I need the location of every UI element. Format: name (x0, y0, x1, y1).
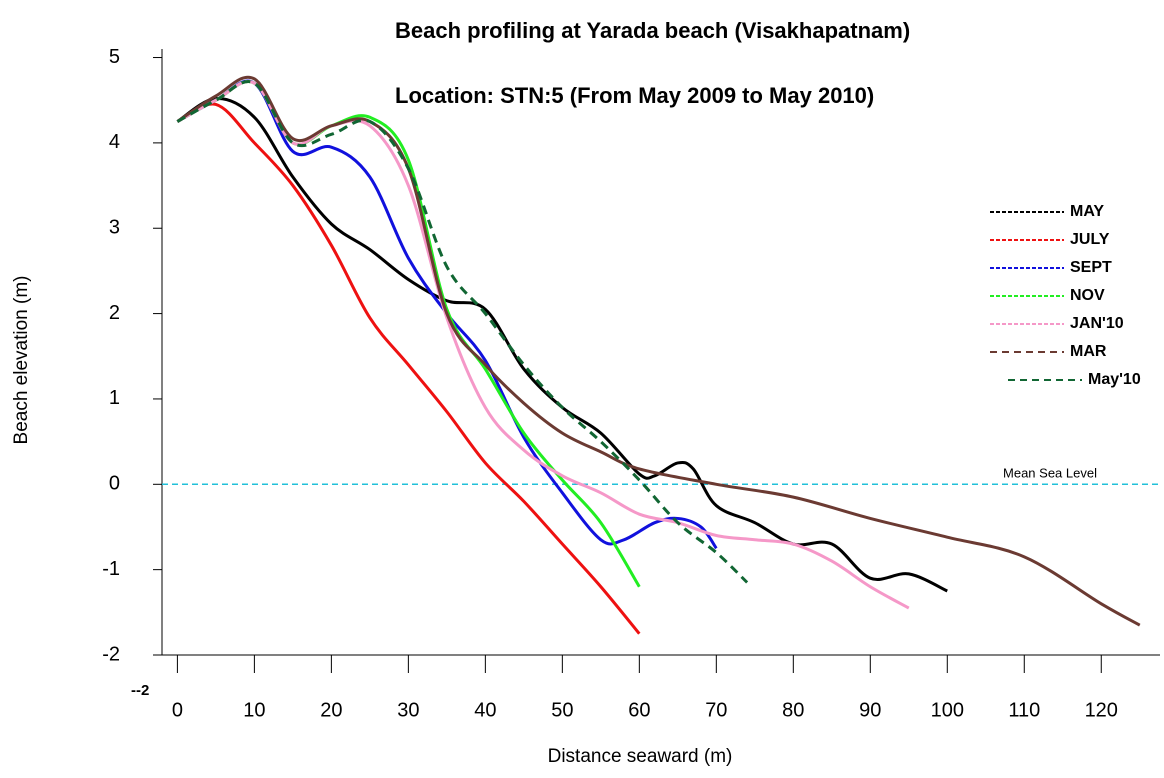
x-tick-label: 60 (628, 699, 650, 721)
x-tick-label: 50 (551, 699, 573, 721)
x-tick-label: 120 (1085, 699, 1118, 721)
chart-subtitle: Location: STN:5 (From May 2009 to May 20… (395, 83, 874, 108)
series-line (176, 75, 1141, 627)
y-tick-label: -2 (102, 643, 120, 665)
x-tick-label: 10 (243, 699, 265, 721)
y-tick-label: 2 (109, 302, 120, 324)
series-line (176, 97, 948, 593)
x-tick-label: 0 (172, 699, 183, 721)
series-line (176, 79, 718, 550)
series-line (176, 80, 910, 610)
legend-label: May'10 (1088, 371, 1141, 388)
y-tick-label: 1 (109, 387, 120, 409)
series-line (176, 80, 641, 588)
legend-label: NOV (1070, 287, 1105, 304)
x-tick-label: 90 (859, 699, 881, 721)
y-tick-label: 0 (109, 473, 120, 495)
legend-label: JAN'10 (1070, 315, 1124, 332)
y-tick-label: 5 (109, 46, 120, 68)
y-axis-label: Beach elevation (m) (11, 276, 32, 445)
chart-title: Beach profiling at Yarada beach (Visakha… (395, 18, 910, 43)
legend-label: JULY (1070, 231, 1110, 248)
series-line (176, 80, 749, 584)
x-tick-label: 80 (782, 699, 804, 721)
x-axis-label: Distance seaward (m) (548, 746, 733, 767)
legend-label: SEPT (1070, 259, 1112, 276)
series-line (176, 102, 641, 635)
x-tick-label: 30 (397, 699, 419, 721)
y-tick-label: 4 (109, 131, 120, 153)
y-tick-label: 3 (109, 217, 120, 239)
legend-label: MAR (1070, 343, 1107, 360)
legend-label: MAY (1070, 203, 1104, 220)
mean-sea-level-label: Mean Sea Level (1003, 466, 1097, 481)
corner-label: --2 (131, 682, 149, 699)
x-tick-label: 110 (1008, 699, 1040, 721)
x-tick-label: 70 (705, 699, 727, 721)
x-tick-label: 20 (320, 699, 342, 721)
y-tick-label: -1 (102, 558, 120, 580)
x-tick-label: 100 (931, 699, 964, 721)
x-tick-label: 40 (474, 699, 496, 721)
